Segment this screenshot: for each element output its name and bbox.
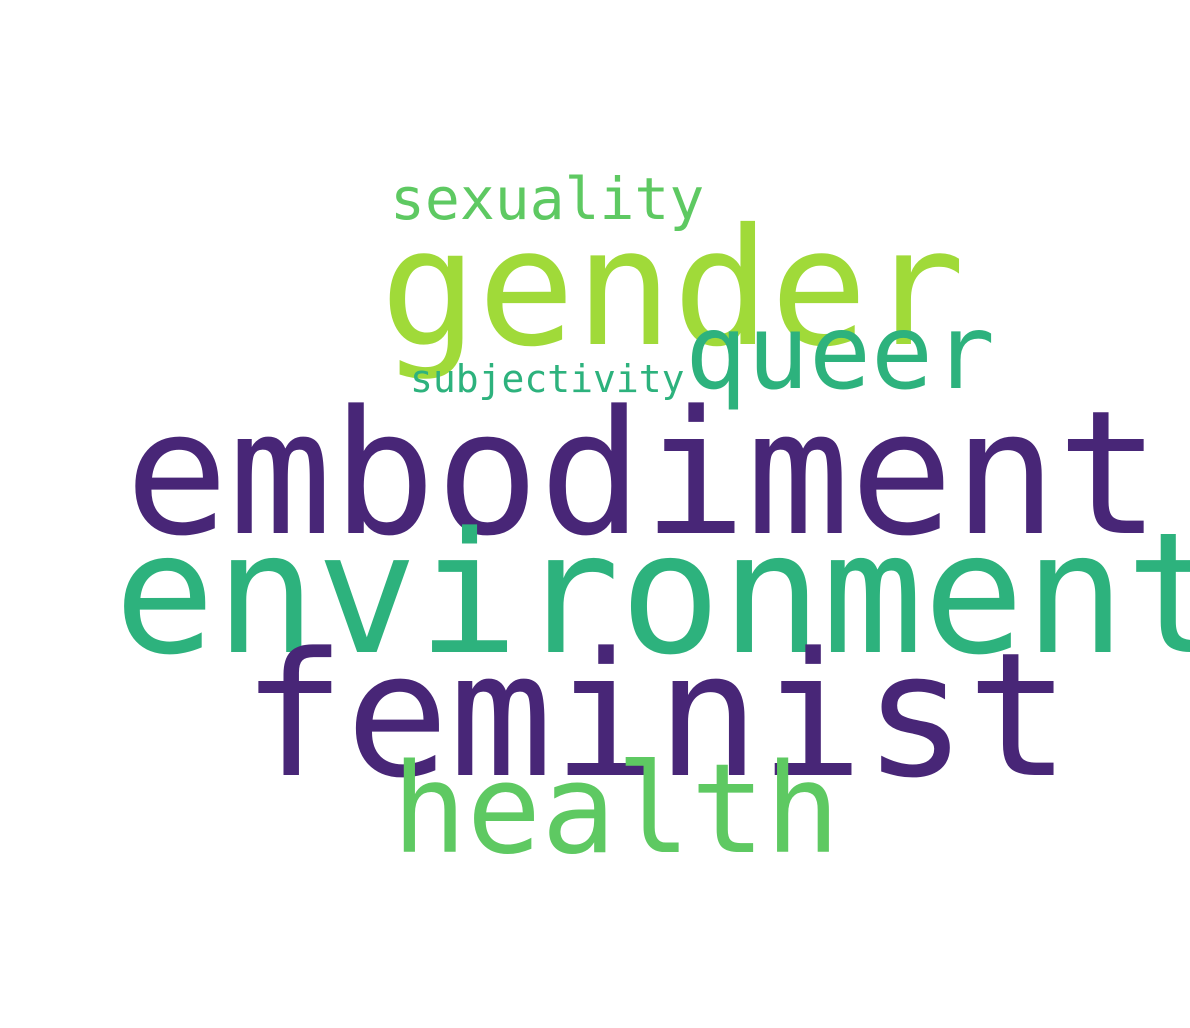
word-health: health bbox=[392, 738, 840, 882]
word-embodiment: embodiment bbox=[125, 373, 1161, 574]
word-feminist: feminist bbox=[242, 615, 1071, 816]
word-gender: gender bbox=[380, 195, 966, 383]
word-queer: queer bbox=[685, 293, 996, 413]
word-environment: environment bbox=[114, 496, 1190, 692]
word-subjectivity: subjectivity bbox=[410, 357, 685, 401]
word-sexuality: sexuality bbox=[390, 165, 705, 233]
